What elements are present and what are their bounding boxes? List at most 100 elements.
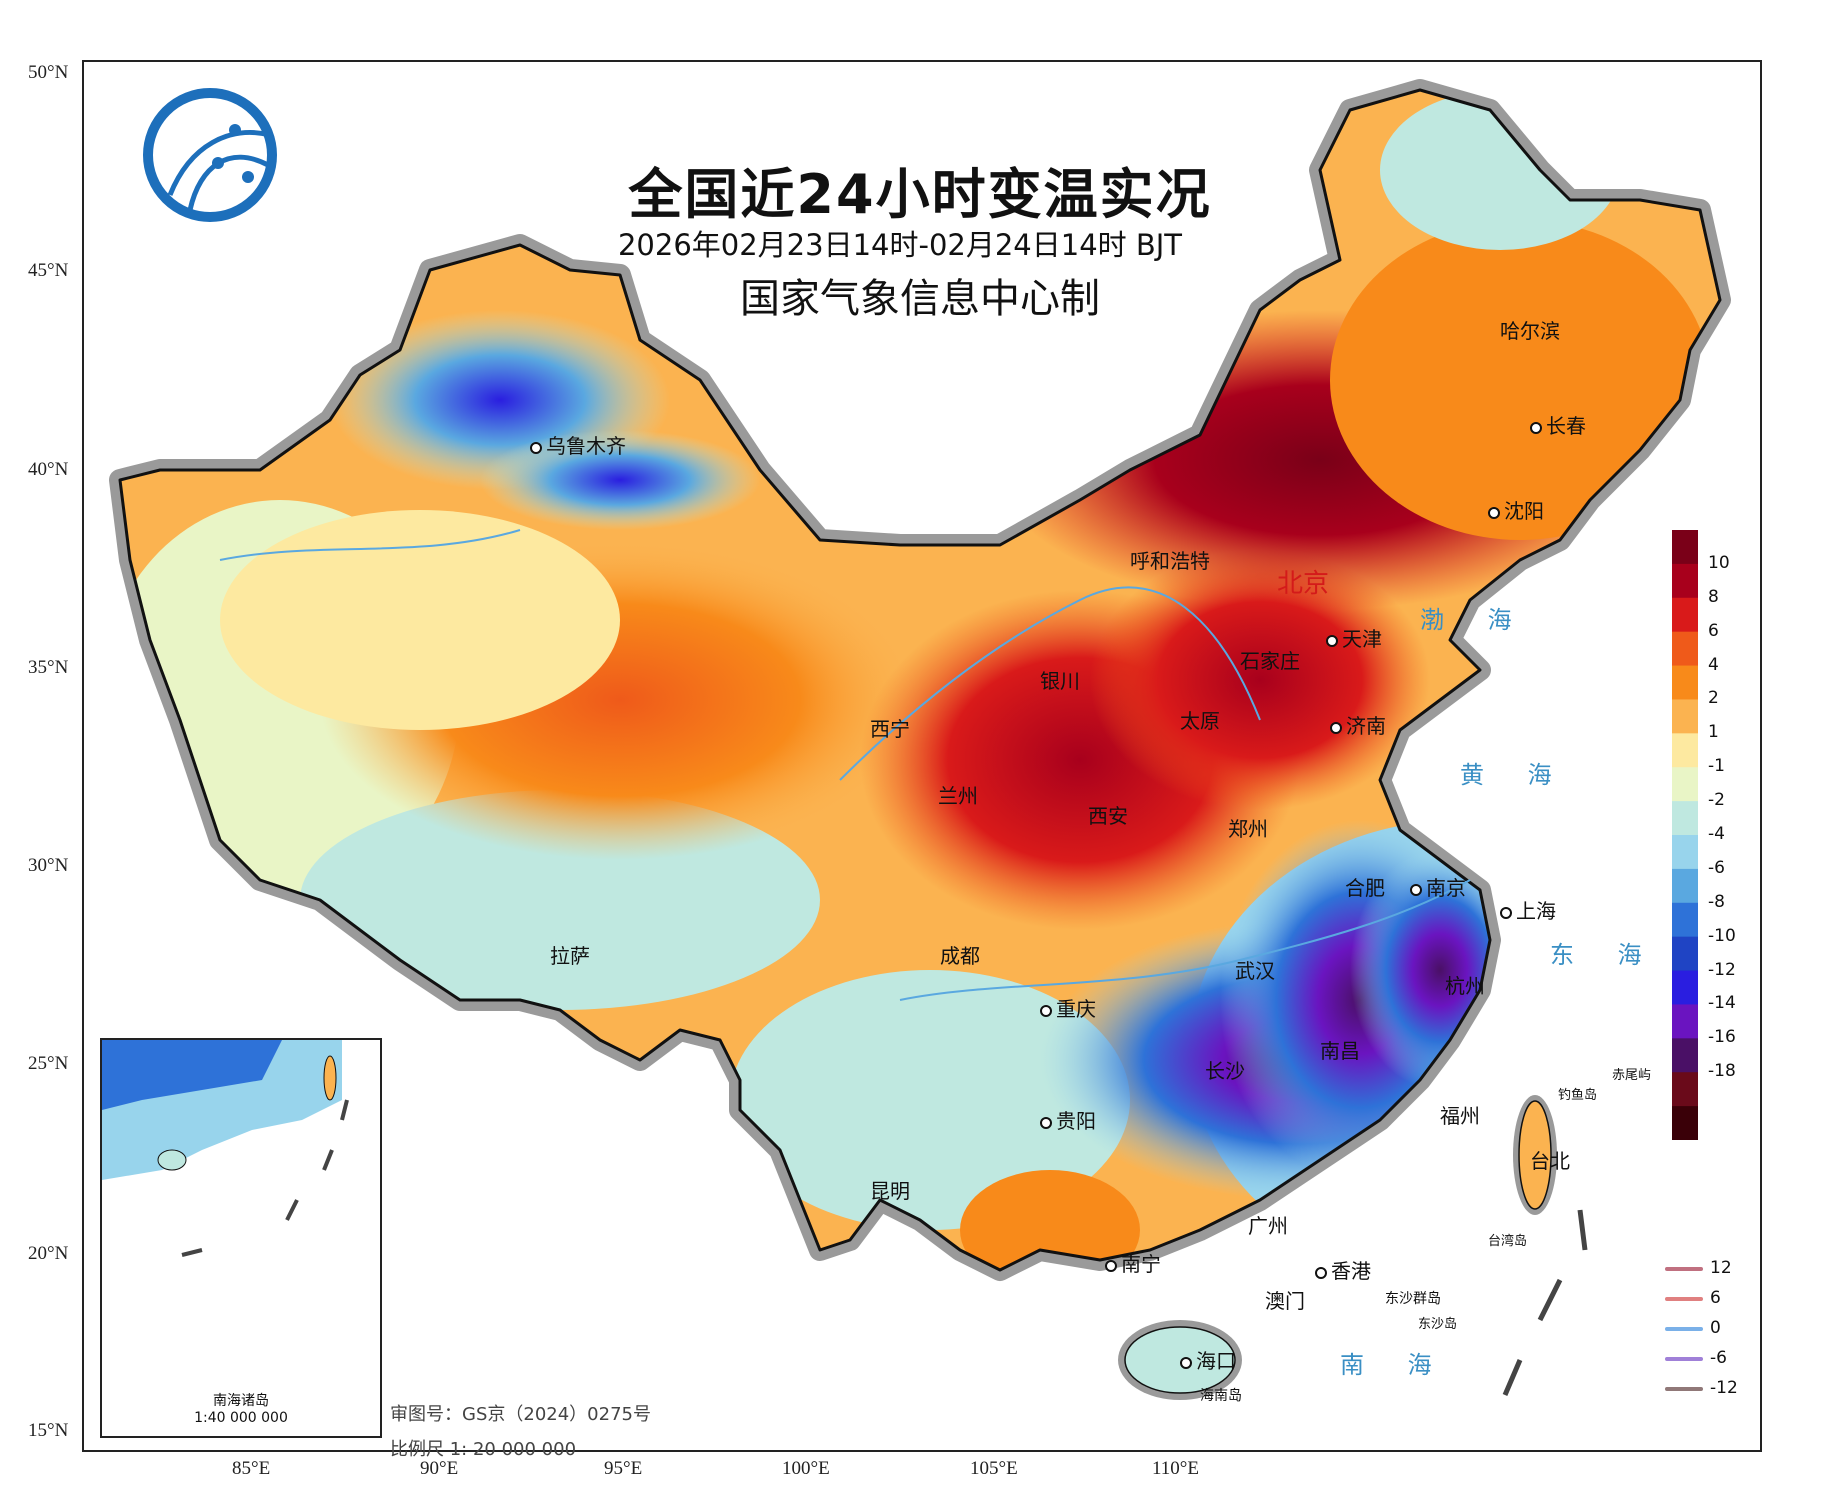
line-legend-label: 0 [1710,1318,1721,1338]
colorbar-swatch [1672,936,1698,972]
longitude-label: 100°E [782,1458,830,1479]
city-label: 长春 [1530,410,1586,439]
map-scale: 比例尺 1: 20 000 000 [390,1439,577,1460]
city-label: 太原 [1180,709,1220,733]
colorbar-label: 2 [1708,688,1719,709]
latitude-label: 50°N [28,62,69,83]
colorbar-label: -18 [1708,1061,1736,1082]
line-legend-swatch [1665,1327,1703,1331]
colorbar-label: -8 [1708,891,1725,912]
colorbar-label: 1 [1708,722,1719,743]
colorbar-swatch [1672,733,1698,768]
city-label: 呼和浩特 [1130,549,1210,573]
line-legend-swatch [1665,1267,1703,1271]
city-label: 台北 [1530,1149,1570,1173]
city-label: 乌鲁木齐 [530,430,626,459]
colorbar-label: -1 [1708,756,1725,777]
line-legend-label: -6 [1710,1348,1727,1368]
sea-label: 渤 海 [1420,606,1530,634]
city-label: 济南 [1330,710,1386,739]
line-legend-label: 12 [1710,1258,1732,1278]
city-label: 合肥 [1345,876,1385,900]
city-label: 成都 [940,944,980,968]
line-legend-label: -12 [1710,1378,1738,1398]
city-label: 南京 [1410,872,1466,901]
city-label: 天津 [1326,623,1382,652]
longitude-label: 110°E [1152,1458,1199,1479]
latitude-label: 35°N [28,657,69,678]
island-label: 东沙群岛 [1385,1291,1441,1307]
colorbar-label: -12 [1708,959,1736,980]
sea-label: 黄 海 [1460,761,1570,789]
inset-map [102,1040,349,1257]
south-china-sea-inset: 南海诸岛 1:40 000 000 [100,1038,382,1438]
colorbar-swatch [1672,970,1698,1005]
latitude-label: 20°N [28,1243,69,1264]
colorbar-swatch [1672,597,1698,633]
colorbar-label: -16 [1708,1027,1736,1048]
city-label: 武汉 [1235,959,1275,983]
latitude-label: 15°N [28,1420,69,1441]
map-title: 全国近24小时变温实况 [628,163,1212,226]
city-label: 昆明 [870,1179,910,1203]
city-label: 银川 [1040,669,1080,693]
city-label: 香港 [1315,1255,1371,1284]
island-label: 东沙岛 [1418,1317,1458,1332]
city-label: 上海 [1500,895,1556,924]
line-legend-swatch [1665,1297,1703,1301]
city-label: 郑州 [1228,817,1268,841]
city-label: 拉萨 [550,944,590,968]
colorbar-swatch [1672,530,1698,565]
colorbar-swatch [1672,665,1698,700]
cma-logo [143,88,277,222]
city-label: 海口 [1180,1345,1236,1374]
city-label: 福州 [1440,1104,1480,1128]
city-label: 澳门 [1265,1289,1305,1313]
island-label: 海南岛 [1200,1388,1242,1404]
latitude-label: 25°N [28,1053,69,1074]
latitude-label: 40°N [28,459,69,480]
city-label: 北京 [1277,569,1330,599]
city-label: 南宁 [1105,1248,1161,1277]
city-label: 贵阳 [1040,1105,1096,1134]
colorbar-swatch [1672,699,1698,734]
colorbar-swatch [1672,1004,1698,1039]
sea-label: 东 海 [1550,941,1660,969]
city-label: 哈尔滨 [1500,319,1560,343]
colorbar-label: 8 [1708,586,1719,607]
colorbar-swatch [1672,1072,1698,1107]
latitude-label: 45°N [28,260,69,281]
approval-number: 审图号：GS京（2024）0275号 [390,1404,651,1425]
city-label: 长沙 [1205,1059,1245,1083]
island-label: 钓鱼岛 [1558,1088,1598,1103]
longitude-label: 105°E [970,1458,1018,1479]
city-label: 西安 [1088,804,1128,828]
map-subtitle: 2026年02月23日14时-02月24日14时 BJT [617,228,1183,262]
colorbar-swatch [1672,868,1698,904]
colorbar-swatch [1672,1038,1698,1073]
colorbar-swatch [1672,563,1698,599]
inset-scale: 1:40 000 000 [194,1410,288,1426]
colorbar-swatch [1672,801,1698,836]
colorbar-swatch [1672,1106,1698,1140]
city-label: 杭州 [1445,974,1485,998]
city-label: 西宁 [870,717,910,741]
colorbar-label: -4 [1708,824,1725,844]
island-label: 赤尾屿 [1612,1068,1652,1083]
colorbar-label: -6 [1708,857,1725,878]
colorbar-label: 6 [1708,620,1719,641]
colorbar-swatch [1672,767,1698,802]
colorbar-label: 4 [1708,654,1719,675]
latitude-label: 30°N [28,855,69,876]
colorbar-label: 10 [1708,552,1730,573]
line-legend-label: 6 [1710,1288,1721,1308]
colorbar [1672,530,1698,1140]
colorbar-swatch [1672,631,1698,667]
line-legend-swatch [1665,1357,1703,1361]
longitude-label: 85°E [232,1458,271,1479]
colorbar-label: -2 [1708,790,1725,811]
colorbar-label: -14 [1708,993,1736,1014]
longitude-label: 90°E [420,1458,459,1479]
